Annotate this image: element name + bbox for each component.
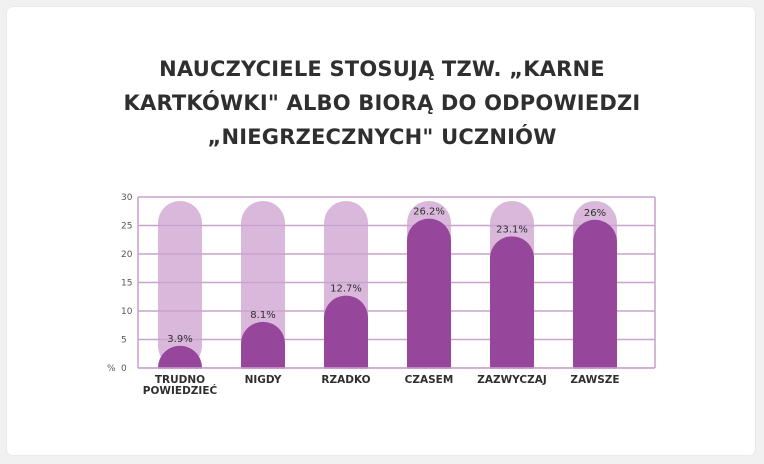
y-tick-label-0: 0 [121, 364, 127, 374]
value-label-4: 23.1% [496, 224, 528, 235]
chart-title-line-1: NAUCZYCIELE STOSUJĄ TZW. „KARNE [159, 57, 605, 81]
baseline-mask [128, 368, 665, 399]
y-tick-label-1: 5 [121, 336, 127, 346]
bar-4 [490, 236, 534, 390]
category-label-1-0: NIGDY [245, 374, 282, 386]
category-label-5-0: ZAWSZE [570, 374, 619, 386]
y-tick-label-4: 20 [121, 250, 133, 260]
value-label-0: 3.9% [167, 334, 192, 345]
chart-title-line-3: „NIEGRZECZNYCH" UCZNIÓW [207, 125, 557, 149]
y-tick-label-6: 30 [121, 193, 133, 203]
y-axis-label: % [107, 364, 116, 374]
bar-2 [324, 295, 368, 390]
bar-3 [407, 218, 451, 390]
chart-title: NAUCZYCIELE STOSUJĄ TZW. „KARNE KARTKÓWK… [0, 52, 764, 154]
chart-title-line-2: KARTKÓWKI" ALBO BIORĄ DO ODPOWIEDZI [123, 91, 641, 115]
bar-track-0 [158, 201, 202, 368]
value-label-1: 8.1% [250, 310, 275, 321]
bar-5 [573, 219, 617, 390]
value-label-3: 26.2% [413, 207, 445, 218]
value-label-5: 26% [584, 208, 606, 219]
category-label-0-1: POWIEDZIEĆ [143, 384, 218, 397]
category-label-0-0: TRUDNO [155, 374, 205, 386]
category-label-2-0: RZADKO [321, 374, 370, 386]
y-tick-label-5: 25 [121, 222, 132, 232]
value-label-2: 12.7% [330, 284, 362, 295]
y-tick-label-2: 10 [121, 307, 133, 317]
y-tick-label-3: 15 [121, 279, 132, 289]
category-label-4-0: ZAZWYCZAJ [477, 374, 547, 386]
category-label-3-0: CZASEM [405, 374, 454, 386]
